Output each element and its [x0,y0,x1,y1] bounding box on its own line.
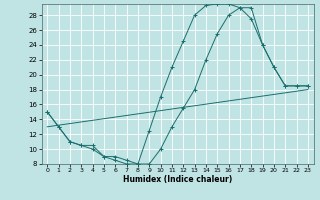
X-axis label: Humidex (Indice chaleur): Humidex (Indice chaleur) [123,175,232,184]
